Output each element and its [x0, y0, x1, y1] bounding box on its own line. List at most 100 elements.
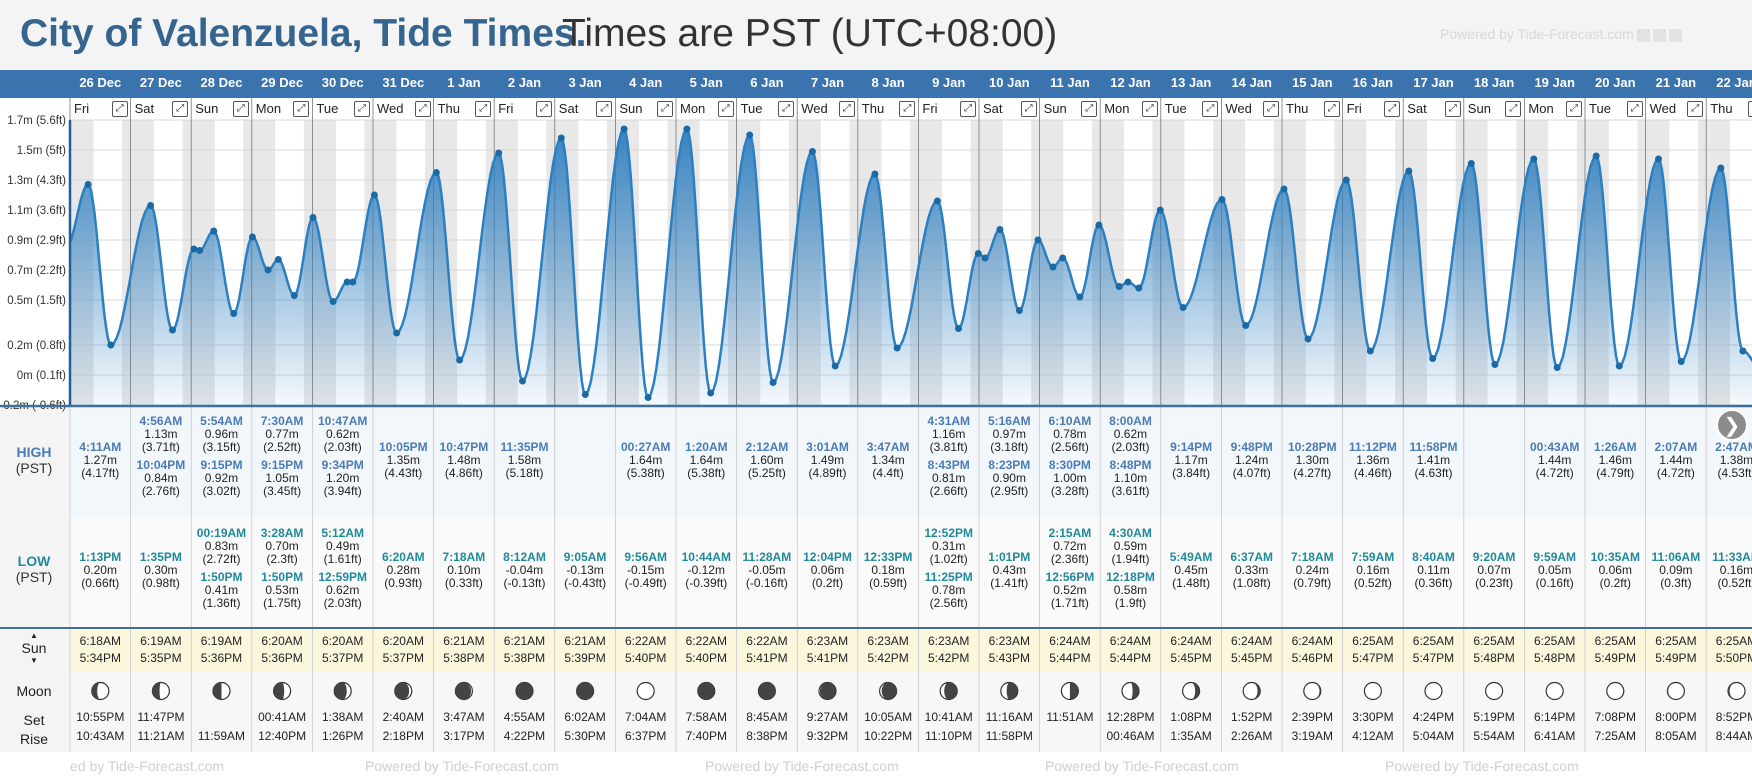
high-tide-entry: 3:01AM 1.49m (4.89ft): [797, 440, 858, 480]
day-header: Sat ⤢: [131, 98, 192, 120]
day-of-week: Thu: [861, 101, 885, 116]
high-tide-time: 8:23PM: [988, 458, 1031, 472]
powered-by-text: Powered by Tide-Forecast.com: [365, 758, 559, 774]
expand-day-icon[interactable]: ⤢: [959, 101, 976, 117]
sun-times-cell: 6:24AM 5:45PM: [1221, 633, 1282, 669]
day-of-week: Sat: [134, 101, 155, 116]
expand-day-icon[interactable]: ⤢: [656, 101, 673, 117]
low-tide-feet: (1.71ft): [1050, 596, 1089, 610]
low-tide-meters: 0.78m: [932, 583, 966, 597]
expand-day-icon[interactable]: ⤢: [717, 101, 734, 117]
low-tide-entry: 5:12AM 0.49m (1.61ft): [312, 526, 373, 566]
expand-day-icon[interactable]: ⤢: [353, 101, 370, 117]
next-days-button[interactable]: ❯: [1716, 409, 1748, 441]
high-tide-feet: (3.28ft): [1050, 484, 1089, 498]
day-of-week: Fri: [922, 101, 938, 116]
moon-shadow: [1130, 682, 1139, 700]
sunset-time: 5:39PM: [564, 651, 606, 665]
low-tide-cell: 12:52PM 0.31m (1.02ft) 11:25PM 0.78m (2.56ft): [918, 526, 979, 610]
moonrise-time: 8:44AM: [1715, 729, 1752, 743]
expand-day-icon[interactable]: ⤢: [1505, 101, 1522, 117]
expand-day-icon[interactable]: ⤢: [1626, 101, 1643, 117]
expand-day-icon[interactable]: ⤢: [778, 101, 795, 117]
expand-day-icon[interactable]: ⤢: [475, 101, 492, 117]
expand-day-icon[interactable]: ⤢: [1747, 101, 1752, 117]
low-tide-feet: (1.48ft): [1172, 576, 1211, 590]
sun-times-cell: 6:25AM 5:50PM: [1706, 633, 1752, 669]
day-of-week: Sun: [619, 101, 643, 116]
expand-day-icon[interactable]: ⤢: [1262, 101, 1279, 117]
moon-phase-icon: [91, 681, 110, 701]
high-tide-entry: 10:47PM 1.48m (4.86ft): [434, 440, 495, 480]
low-tide-time: 11:28AM: [742, 550, 792, 564]
expand-day-icon[interactable]: ⤢: [1202, 101, 1219, 117]
moonset-label: Set: [23, 712, 45, 728]
high-tide-cell: 10:47PM 1.48m (4.86ft): [434, 440, 495, 480]
expand-day-icon[interactable]: ⤢: [293, 101, 310, 117]
low-tide-entry: 12:56PM 0.52m (1.71ft): [1040, 570, 1101, 610]
tide-extreme-point: [169, 326, 176, 334]
low-label: LOW: [17, 553, 51, 569]
moon-phase-icon: [1727, 681, 1746, 701]
expand-day-icon[interactable]: ⤢: [414, 101, 431, 117]
expand-day-icon[interactable]: ⤢: [1020, 101, 1037, 117]
low-tide-meters: -0.05m: [748, 563, 786, 577]
expand-day-icon[interactable]: ⤢: [899, 101, 916, 117]
expand-day-icon[interactable]: ⤢: [1384, 101, 1401, 117]
high-tide-feet: (4.4ft): [872, 466, 904, 480]
low-tide-entry: 10:44AM -0.12m (-0.39ft): [676, 550, 737, 590]
sun-times-cell: 6:24AM 5:45PM: [1161, 633, 1222, 669]
low-tide-time: 5:12AM: [321, 526, 365, 540]
expand-day-icon[interactable]: ⤢: [838, 101, 855, 117]
expand-day-icon[interactable]: ⤢: [1444, 101, 1461, 117]
high-tide-entry: 9:48PM 1.24m (4.07ft): [1221, 440, 1282, 480]
tide-extreme-point: [84, 181, 92, 188]
high-tide-entry: 10:04PM 0.84m (2.76ft): [131, 458, 192, 498]
tide-extreme-point: [1592, 152, 1600, 160]
high-tide-time: 10:47AM: [318, 414, 368, 428]
expand-day-icon[interactable]: ⤢: [535, 101, 552, 117]
low-tide-cell: 2:15AM 0.72m (2.36ft) 12:56PM 0.52m (1.71ft): [1040, 526, 1101, 610]
sunset-time: 5:36PM: [261, 651, 303, 665]
tide-extreme-point: [393, 329, 401, 337]
expand-day-icon[interactable]: ⤢: [1081, 101, 1098, 117]
sunrise-time: 6:23AM: [928, 634, 970, 648]
sunrise-time: 6:22AM: [625, 634, 667, 648]
expand-day-icon[interactable]: ⤢: [111, 101, 128, 117]
low-tide-meters: -0.13m: [566, 563, 604, 577]
day-of-week: Mon: [255, 101, 282, 116]
expand-day-icon[interactable]: ⤢: [1565, 101, 1582, 117]
high-tide-cell: 5:54AM 0.96m (3.15ft) 9:15PM 0.92m (3.02ft): [191, 414, 252, 498]
moonset-time: 8:00PM: [1655, 710, 1697, 724]
high-tide-entry: 8:48PM 1.10m (3.61ft): [1100, 458, 1161, 498]
low-tide-entry: 7:59AM 0.16m (0.52ft): [1343, 550, 1404, 590]
expand-day-icon[interactable]: ⤢: [172, 101, 189, 117]
high-tide-cell: 11:35PM 1.58m (5.18ft): [494, 440, 555, 480]
moonset-time: 2:39PM: [1291, 710, 1333, 724]
low-tide-time: 12:18PM: [1106, 570, 1155, 584]
day-header: Wed ⤢: [373, 98, 434, 120]
expand-day-icon[interactable]: ⤢: [596, 101, 613, 117]
sun-times-cell: 6:24AM 5:46PM: [1282, 633, 1343, 669]
expand-day-icon[interactable]: ⤢: [232, 101, 249, 117]
expand-day-icon[interactable]: ⤢: [1141, 101, 1158, 117]
low-tide-cell: 6:20AM 0.28m (0.93ft): [373, 550, 434, 590]
low-tide-feet: (1.02ft): [929, 552, 968, 566]
high-row-bg: [0, 407, 1752, 518]
low-tide-cell: 11:06AM 0.09m (0.3ft): [1646, 550, 1707, 590]
expand-day-icon[interactable]: ⤢: [1687, 101, 1704, 117]
low-tide-feet: (0.23ft): [1475, 576, 1514, 590]
low-tide-meters: 0.16m: [1356, 563, 1390, 577]
low-tide-feet: (1.41ft): [990, 576, 1029, 590]
low-tide-entry: 6:20AM 0.28m (0.93ft): [373, 550, 434, 590]
low-tide-feet: (1.75ft): [263, 596, 302, 610]
moonrise-time: 4:22PM: [503, 729, 546, 743]
high-tide-feet: (3.81ft): [929, 440, 968, 454]
sunset-time: 5:49PM: [1594, 651, 1636, 665]
high-tide-feet: (4.43ft): [384, 466, 423, 480]
sunrise-time: 6:22AM: [746, 634, 788, 648]
low-tide-cell: 4:30AM 0.59m (1.94ft) 12:18PM 0.58m (1.9ft): [1100, 526, 1161, 610]
moonset-time: 7:08PM: [1594, 710, 1636, 724]
expand-day-icon[interactable]: ⤢: [1323, 101, 1340, 117]
low-tide-cell: 8:40AM 0.11m (0.36ft): [1403, 550, 1464, 590]
